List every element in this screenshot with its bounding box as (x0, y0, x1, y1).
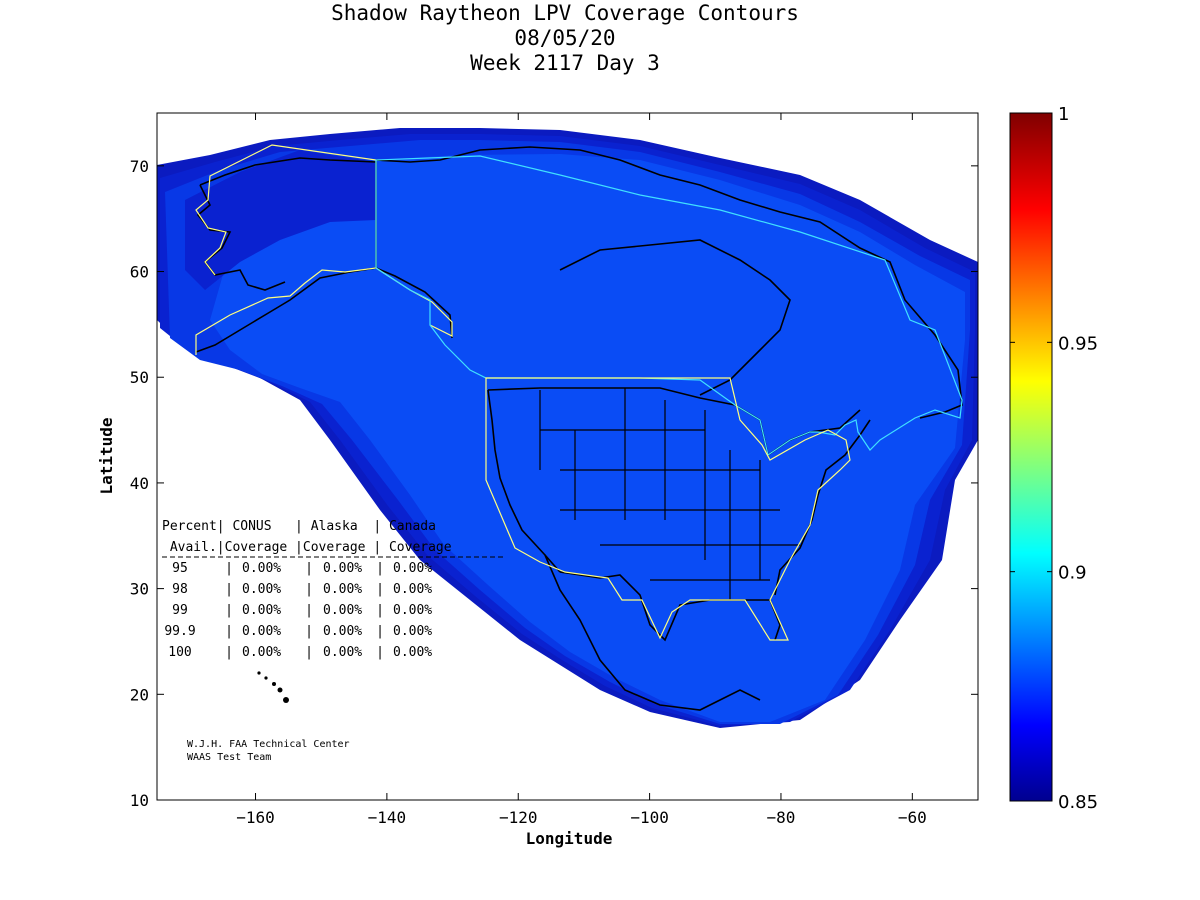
x-axis-label: Longitude (526, 829, 613, 848)
y-tick-label: 10 (130, 791, 149, 810)
table-cell-coverage: 0.00% (393, 624, 432, 639)
x-tick-label: −160 (236, 808, 275, 827)
table-cell-coverage: 0.00% (323, 645, 362, 660)
x-tick-label: −120 (499, 808, 538, 827)
credit-line-1: W.J.H. FAA Technical Center (187, 739, 350, 750)
table-cell-percent: 99 (172, 603, 188, 618)
canada-arctic-coastline (375, 146, 963, 419)
table-separator: | (305, 561, 313, 576)
y-axis-label: Latitude (97, 417, 116, 494)
table-separator: | (376, 561, 384, 576)
table-cell-percent: 98 (172, 582, 188, 597)
table-separator: | (305, 582, 313, 597)
table-rows: 95 | 0.00% | 0.00% | 0.00% 98 | 0.00% | 0.00% | 0.00%… (164, 561, 432, 660)
x-tick-label: −140 (368, 808, 407, 827)
y-tick-label: 30 (130, 580, 149, 599)
colorbar-tick-label: 1 (1058, 104, 1069, 125)
us-east-coastline (774, 419, 871, 596)
table-cell-coverage: 0.00% (242, 582, 281, 597)
table-separator: | (225, 624, 233, 639)
y-tick-label: 20 (130, 685, 149, 704)
mexico-coastline (544, 554, 761, 711)
table-cell-coverage: 0.00% (323, 561, 362, 576)
table-separator: | (376, 645, 384, 660)
table-separator: | (376, 603, 384, 618)
title-line-3: Week 2117 Day 3 (470, 51, 660, 75)
table-cell-coverage: 0.00% (393, 603, 432, 618)
table-separator: | (225, 645, 233, 660)
table-separator: | (305, 645, 313, 660)
table-cell-coverage: 0.00% (242, 561, 281, 576)
colorbar-ticks: 0.85 0.9 0.95 1 (1010, 104, 1098, 813)
conus-service-boundary (485, 377, 851, 641)
table-cell-coverage: 0.00% (323, 603, 362, 618)
table-cell-coverage: 0.00% (393, 561, 432, 576)
coverage-band-alaska-inner (185, 150, 376, 290)
colorbar-tick-label: 0.85 (1058, 792, 1098, 813)
table-separator: | (305, 603, 313, 618)
x-axis-ticks: −160 −140 −120 −100 −80 −60 (236, 113, 927, 827)
credit-line-2: WAAS Test Team (187, 752, 271, 763)
table-separator: | (376, 624, 384, 639)
table-cell-coverage: 0.00% (393, 582, 432, 597)
table-cell-percent: 99.9 (164, 624, 195, 639)
table-cell-coverage: 0.00% (323, 582, 362, 597)
table-separator: | (225, 582, 233, 597)
table-header-row-1: Percent| CONUS | Alaska | Canada (162, 519, 436, 534)
table-cell-coverage: 0.00% (242, 624, 281, 639)
table-cell-coverage: 0.00% (393, 645, 432, 660)
table-separator: | (376, 582, 384, 597)
canada-service-boundary (375, 155, 963, 456)
map-axes-frame (156, 112, 979, 801)
coverage-table: Percent| CONUS | Alaska | Canada Avail.|… (162, 519, 505, 660)
table-separator: | (305, 624, 313, 639)
x-tick-label: −80 (767, 808, 796, 827)
y-axis-ticks: 10 20 30 40 50 60 70 (130, 157, 978, 810)
title-line-2: 08/05/20 (514, 26, 616, 50)
us-west-coastline (487, 389, 561, 573)
colorbar-tick-label: 0.95 (1058, 333, 1098, 354)
colorbar (1009, 112, 1053, 802)
title-line-1: Shadow Raytheon LPV Coverage Contours (331, 1, 799, 25)
x-tick-label: −100 (630, 808, 669, 827)
colorbar-tick-label: 0.9 (1058, 563, 1087, 584)
table-header-row-2: Avail.|Coverage |Coverage | Coverage (162, 540, 452, 555)
hudson-bay-coastline (559, 239, 791, 396)
table-cell-percent: 100 (168, 645, 191, 660)
y-tick-label: 40 (130, 474, 149, 493)
y-tick-label: 70 (130, 157, 149, 176)
table-cell-percent: 95 (172, 561, 188, 576)
table-separator: | (225, 561, 233, 576)
y-tick-label: 50 (130, 368, 149, 387)
table-separator: | (225, 603, 233, 618)
coverage-band-main (210, 154, 965, 722)
table-cell-coverage: 0.00% (242, 603, 281, 618)
y-tick-label: 60 (130, 263, 149, 282)
table-cell-coverage: 0.00% (323, 624, 362, 639)
table-cell-coverage: 0.00% (242, 645, 281, 660)
x-tick-label: −60 (898, 808, 927, 827)
conus-state-grid (539, 388, 800, 600)
hawaii-islands (257, 671, 289, 703)
map-plot-area (157, 113, 978, 800)
